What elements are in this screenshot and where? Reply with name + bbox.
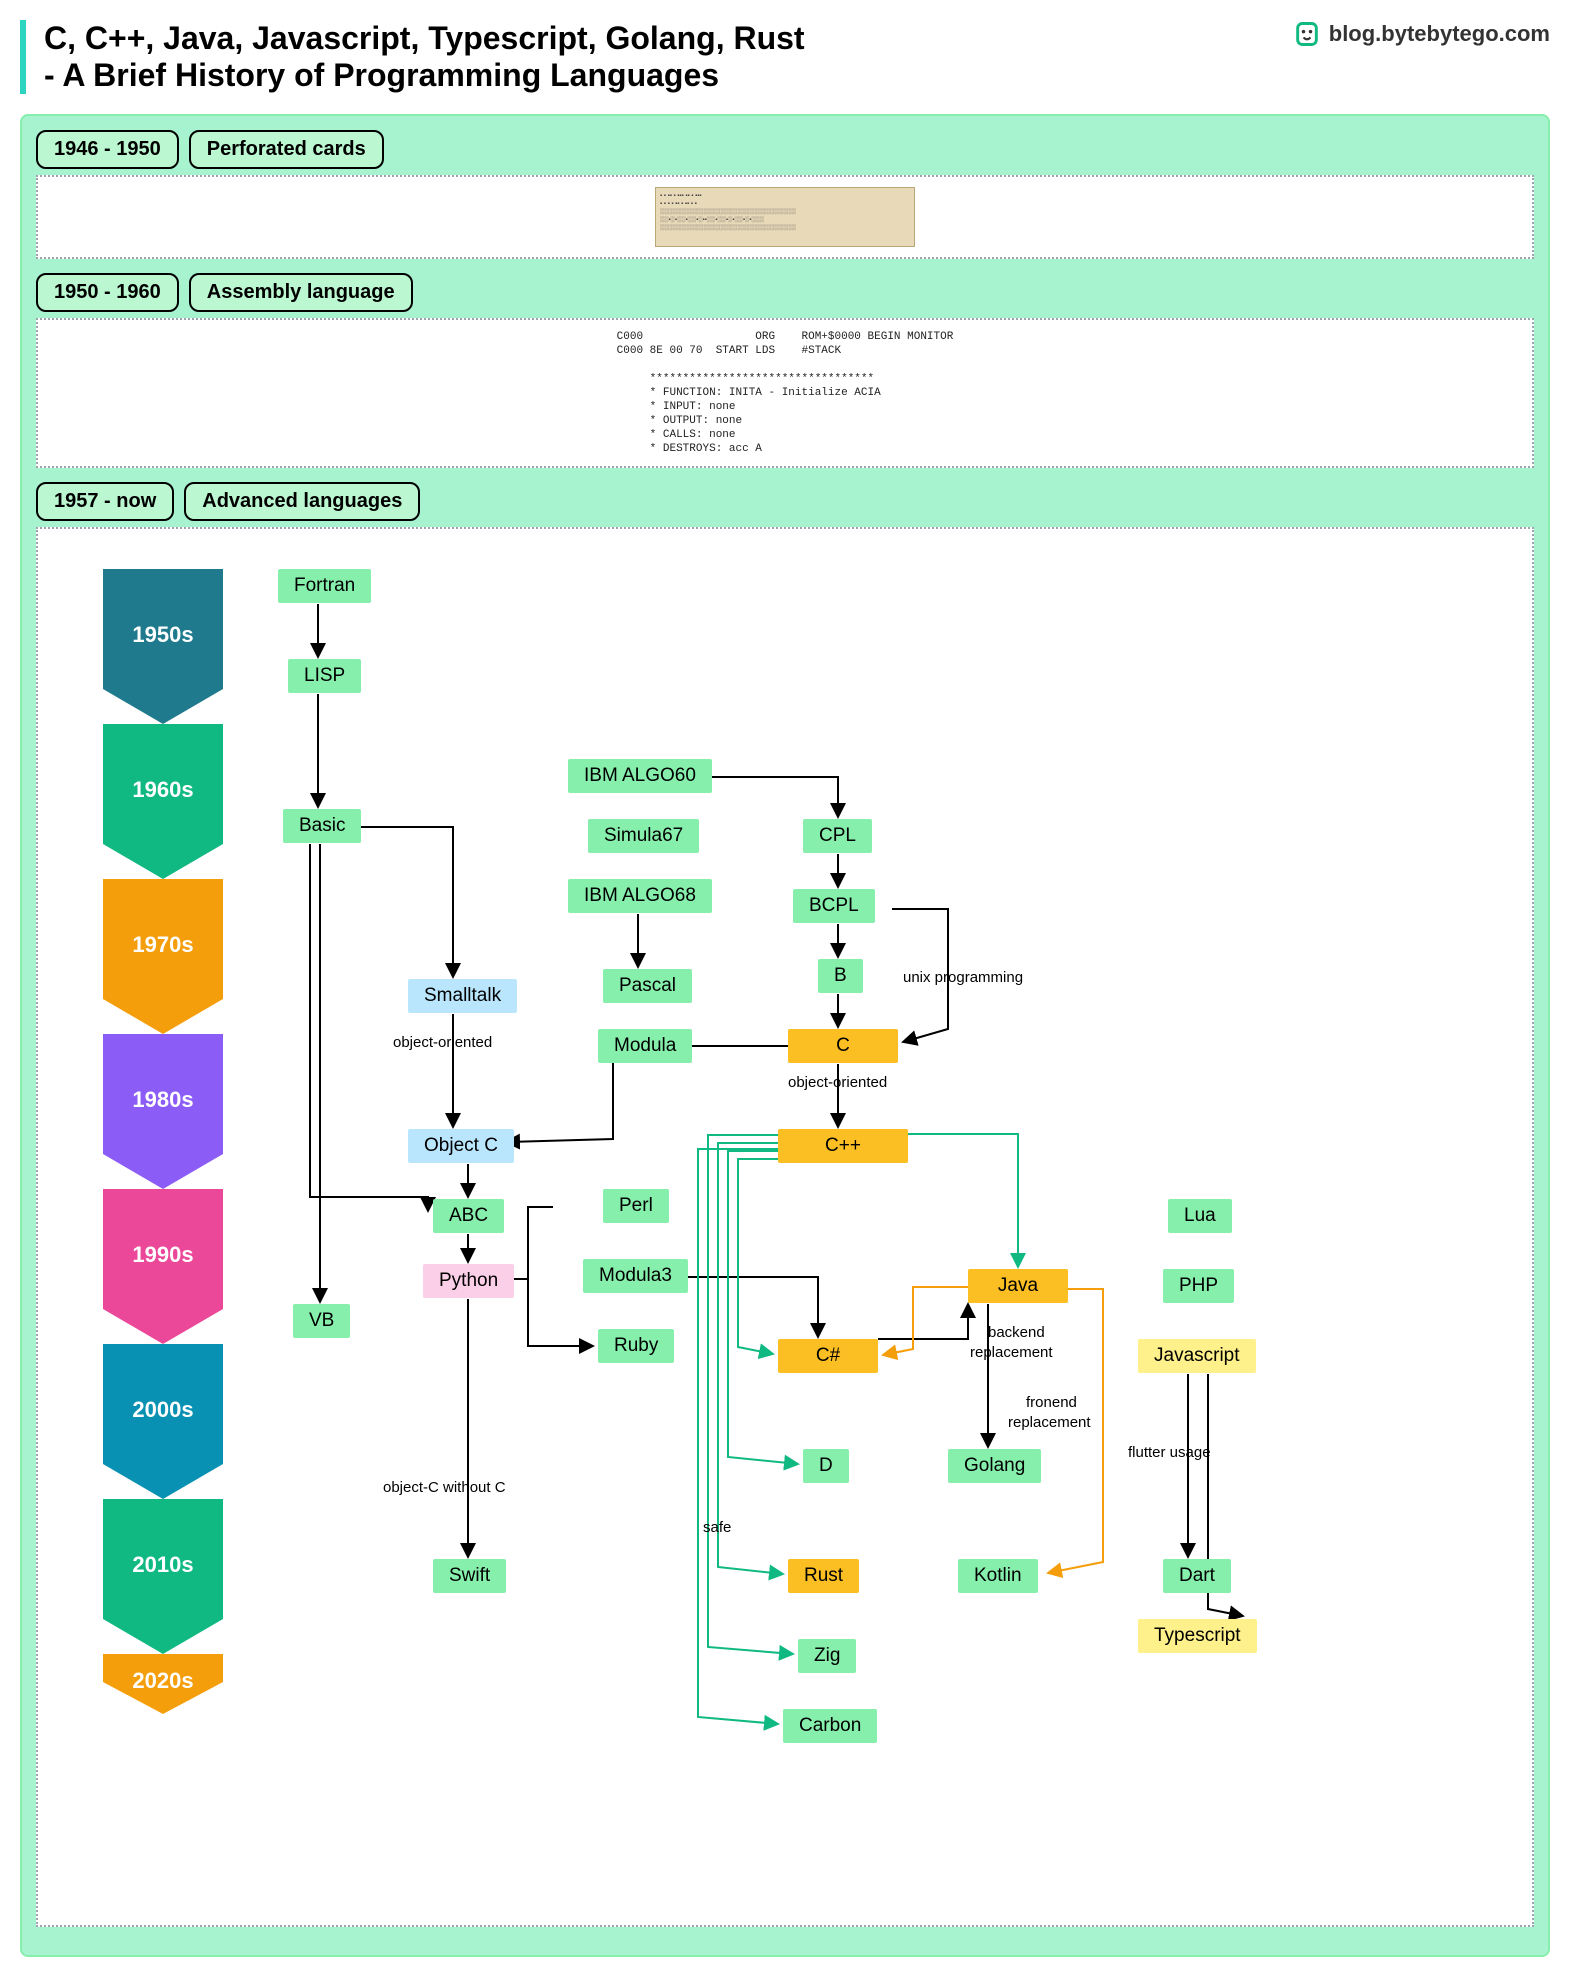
edge-label: object-oriented (788, 1074, 887, 1091)
era-1: 1946 - 1950 Perforated cards ▪ ▪ ▪▪ ▪ ▪▪… (36, 130, 1534, 259)
decade-1990s: 1990s (103, 1189, 223, 1344)
node-perl: Perl (603, 1189, 669, 1223)
header: C, C++, Java, Javascript, Typescript, Go… (20, 20, 1550, 94)
edge-label: safe (703, 1519, 731, 1536)
brand-text: blog.bytebytego.com (1329, 21, 1550, 47)
decade-2000s: 2000s (103, 1344, 223, 1499)
decade-2020s: 2020s (103, 1654, 223, 1714)
node-kotlin: Kotlin (958, 1559, 1038, 1593)
node-csharp: C# (778, 1339, 878, 1373)
decade-timeline: 1950s1960s1970s1980s1990s2000s2010s2020s (103, 569, 223, 1714)
node-swift: Swift (433, 1559, 506, 1593)
edge-label: fronend (1026, 1394, 1077, 1411)
node-zig: Zig (798, 1639, 856, 1673)
node-cpp: C++ (778, 1129, 908, 1163)
decade-1960s: 1960s (103, 724, 223, 879)
node-basic: Basic (283, 809, 361, 843)
decade-2010s: 2010s (103, 1499, 223, 1654)
edge-label: unix programming (903, 969, 1023, 986)
node-java: Java (968, 1269, 1068, 1303)
era-3: 1957 - now Advanced languages 1950s1960s… (36, 482, 1534, 1927)
node-c: C (788, 1029, 898, 1063)
node-cpl: CPL (803, 819, 872, 853)
node-abc: ABC (433, 1199, 504, 1233)
node-bcpl: BCPL (793, 889, 875, 923)
edge-label: replacement (1008, 1414, 1091, 1431)
node-php: PHP (1163, 1269, 1234, 1303)
title-line-2: - A Brief History of Programming Languag… (44, 57, 805, 94)
node-pascal: Pascal (603, 969, 692, 1003)
decade-1950s: 1950s (103, 569, 223, 724)
title-block: C, C++, Java, Javascript, Typescript, Go… (20, 20, 805, 94)
node-b: B (818, 959, 863, 993)
node-smalltalk: Smalltalk (408, 979, 517, 1013)
lang-diagram: Fortran LISP Basic Smalltalk Object C ABC VB Py… (248, 549, 1512, 1905)
advanced-content: 1950s1960s1970s1980s1990s2000s2010s2020s (36, 527, 1534, 1927)
edge-label: object-C without C (383, 1479, 506, 1496)
node-typescript: Typescript (1138, 1619, 1257, 1653)
node-python: Python (423, 1264, 514, 1298)
title-line-1: C, C++, Java, Javascript, Typescript, Go… (44, 20, 805, 57)
node-simula67: Simula67 (588, 819, 699, 853)
node-vb: VB (293, 1304, 350, 1338)
era-1-label: Perforated cards (189, 130, 384, 169)
node-lua: Lua (1168, 1199, 1232, 1233)
era-2: 1950 - 1960 Assembly language C000 ORG R… (36, 273, 1534, 468)
node-d: D (803, 1449, 849, 1483)
era-1-years: 1946 - 1950 (36, 130, 179, 169)
edge-label: object-oriented (393, 1034, 492, 1051)
node-golang: Golang (948, 1449, 1041, 1483)
node-objectc: Object C (408, 1129, 514, 1163)
asm-sample: C000 ORG ROM+$0000 BEGIN MONITOR C000 8E… (617, 330, 954, 456)
edge-label: flutter usage (1128, 1444, 1211, 1461)
node-carbon: Carbon (783, 1709, 877, 1743)
node-modula: Modula (598, 1029, 692, 1063)
main-panel: 1946 - 1950 Perforated cards ▪ ▪ ▪▪ ▪ ▪▪… (20, 114, 1550, 1957)
era-2-years: 1950 - 1960 (36, 273, 179, 312)
decade-1970s: 1970s (103, 879, 223, 1034)
edge-label: backend (988, 1324, 1045, 1341)
era-2-label: Assembly language (189, 273, 413, 312)
node-ibmalgo68: IBM ALGO68 (568, 879, 712, 913)
node-lisp: LISP (288, 659, 361, 693)
node-dart: Dart (1163, 1559, 1231, 1593)
brand-icon (1293, 20, 1321, 48)
node-rust: Rust (788, 1559, 859, 1593)
era-3-label: Advanced languages (184, 482, 420, 521)
punchcard-image: ▪ ▪ ▪▪ ▪ ▪▪▪ ▪▪ ▪ ▪▪▪ ▪ ▪ ▪ ▪ ▪▪ ▪ ▪▪ ▪ … (655, 187, 915, 247)
node-modula3: Modula3 (583, 1259, 688, 1293)
edge-label: replacement (970, 1344, 1053, 1361)
decade-1980s: 1980s (103, 1034, 223, 1189)
node-javascript: Javascript (1138, 1339, 1256, 1373)
node-fortran: Fortran (278, 569, 371, 603)
node-ruby: Ruby (598, 1329, 674, 1363)
era-3-years: 1957 - now (36, 482, 174, 521)
brand: blog.bytebytego.com (1293, 20, 1550, 48)
node-ibmalgo60: IBM ALGO60 (568, 759, 712, 793)
